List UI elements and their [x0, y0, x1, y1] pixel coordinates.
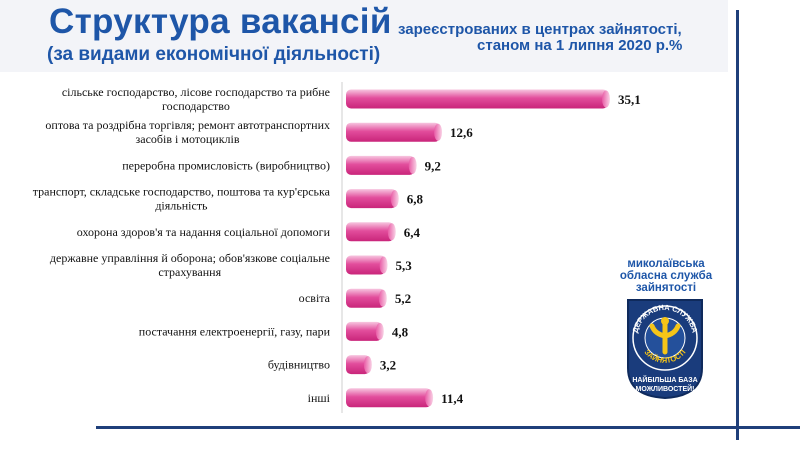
- logo-caption: миколаївська обласна служба зайнятості: [612, 258, 720, 294]
- data-label: 11,4: [441, 391, 464, 406]
- bar-cap: [408, 156, 417, 174]
- bar-cap: [434, 123, 443, 141]
- logo-caption-line: обласна служба: [619, 270, 713, 282]
- data-label: 5,2: [395, 291, 411, 306]
- subtitle-line-1: зареєстрованих в центрах зайнятості,: [398, 21, 682, 38]
- data-label: 9,2: [425, 158, 441, 173]
- data-label: 6,4: [404, 225, 421, 240]
- category-label: сільське господарство, лісове господарст…: [62, 85, 330, 99]
- category-label: переробна промисловість (виробництво): [122, 158, 330, 172]
- category-label: будівництво: [268, 358, 330, 372]
- employment-service-logo: ДЕРЖАВНА СЛУЖБА ЗАЙНЯТОСТІ НАЙБІЛЬША БАЗ…: [627, 299, 703, 400]
- bar: [346, 222, 394, 242]
- category-label: оптова та роздрібна торгівля; ремонт авт…: [45, 118, 330, 132]
- page-title-sub: (за видами економічної діяльності): [47, 44, 381, 65]
- category-label: діяльність: [155, 199, 208, 213]
- bar-cap: [363, 356, 372, 374]
- data-label: 3,2: [380, 358, 396, 373]
- bar: [346, 155, 415, 175]
- data-label: 12,6: [450, 125, 473, 140]
- data-label: 5,3: [396, 258, 413, 273]
- logo-caption-line: миколаївська: [627, 258, 705, 270]
- category-label: освіта: [299, 291, 331, 305]
- svg-text:НАЙБІЛЬША БАЗА: НАЙБІЛЬША БАЗА: [632, 375, 697, 384]
- data-label: 6,8: [407, 192, 424, 207]
- bar-cap: [602, 90, 610, 108]
- svg-text:МОЖЛИВОСТЕЙ!: МОЖЛИВОСТЕЙ!: [636, 384, 695, 393]
- bar: [346, 355, 370, 375]
- bar: [346, 321, 382, 341]
- bar-cap: [390, 190, 399, 208]
- header-band: [0, 0, 728, 72]
- category-label: транспорт, складське господарство, пошто…: [33, 185, 331, 199]
- category-label: інші: [308, 391, 331, 405]
- category-label: охорона здоров'я та надання соціальної д…: [77, 225, 331, 239]
- bar-cap: [378, 289, 387, 307]
- data-label: 35,1: [618, 92, 641, 107]
- logo-caption-line: зайнятості: [635, 282, 697, 294]
- subtitle-line-2: станом на 1 липня 2020 р.%: [477, 37, 683, 54]
- bar-cap: [425, 389, 434, 407]
- frame-line-vertical: [736, 10, 739, 440]
- bar-cap: [379, 256, 388, 274]
- bar: [346, 122, 441, 142]
- bar: [346, 388, 432, 408]
- bar-cap: [387, 223, 396, 241]
- category-label: державне управління й оборона; обов'язко…: [50, 251, 330, 265]
- category-label: страхування: [158, 265, 221, 279]
- bar-cap: [375, 322, 384, 340]
- category-label: постачання електроенергії, газу, пари: [139, 324, 331, 338]
- bar: [346, 288, 385, 308]
- bar: [346, 255, 386, 275]
- category-label: засобів і мотоциклів: [136, 132, 240, 146]
- data-label: 4,8: [392, 324, 409, 339]
- category-label: господарство: [162, 99, 230, 113]
- bar: [346, 89, 608, 109]
- page-title: Структура вакансій: [49, 2, 392, 41]
- frame-line-horizontal: [96, 426, 800, 429]
- bar: [346, 189, 397, 209]
